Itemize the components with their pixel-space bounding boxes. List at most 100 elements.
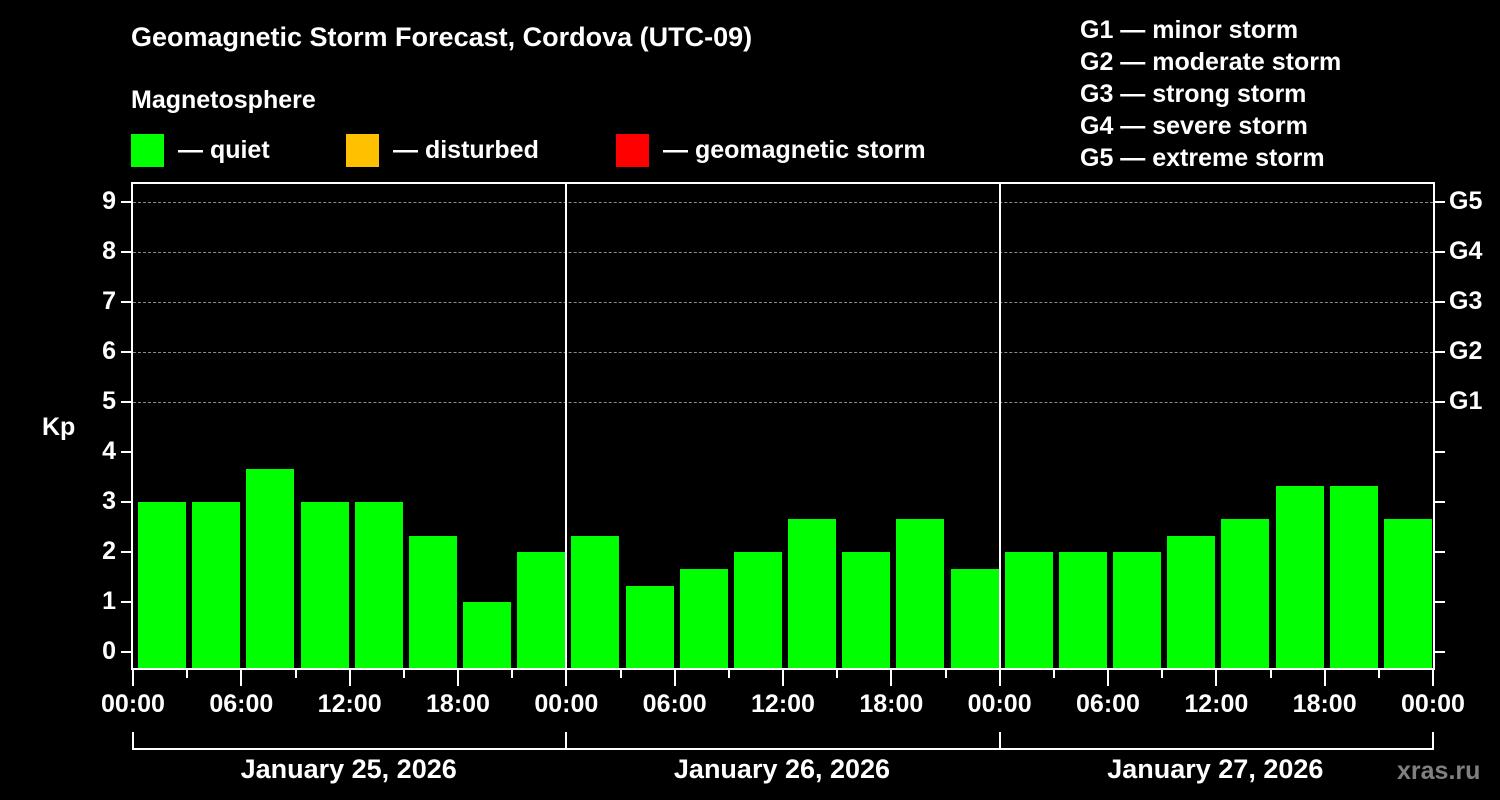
x-tick	[1161, 670, 1164, 678]
kp-bar	[300, 502, 349, 668]
gridline	[133, 202, 1433, 203]
x-tick	[1377, 670, 1380, 678]
y-tick	[121, 401, 131, 403]
x-tick	[727, 670, 730, 678]
y-tick	[121, 301, 131, 303]
x-tick-label: 12:00	[317, 690, 382, 718]
kp-bar	[354, 502, 403, 668]
y-tick-label: 1	[102, 587, 116, 615]
day-bracket	[565, 732, 1001, 750]
legend-storm-label: — geomagnetic storm	[663, 135, 926, 164]
x-tick	[1215, 670, 1218, 686]
x-tick	[402, 670, 405, 678]
kp-bar	[896, 518, 945, 668]
gridline	[133, 302, 1433, 303]
x-tick-label: 18:00	[1292, 690, 1357, 718]
y-tick-label: 2	[102, 537, 116, 565]
right-y-tick	[1435, 251, 1445, 253]
right-y-tick	[1435, 301, 1445, 303]
storm-scale-legend: G1 — minor storm G2 — moderate storm G3 …	[1080, 14, 1341, 174]
storm-swatch-icon	[616, 133, 649, 167]
x-tick	[944, 670, 947, 678]
x-tick	[348, 670, 351, 686]
right-y-tick	[1435, 451, 1445, 453]
g-scale-label: G3	[1449, 287, 1483, 315]
right-y-tick	[1435, 401, 1445, 403]
plot-area	[131, 182, 1435, 670]
legend-quiet-label: — quiet	[178, 135, 270, 164]
kp-bar	[1329, 485, 1378, 668]
kp-bar	[1383, 518, 1432, 668]
day-label: January 25, 2026	[240, 754, 457, 784]
x-tick	[1269, 670, 1272, 678]
chart-title: Geomagnetic Storm Forecast, Cordova (UTC…	[131, 22, 753, 52]
x-tick-label: 18:00	[426, 690, 490, 718]
right-y-tick	[1435, 501, 1445, 503]
kp-bar	[733, 552, 782, 668]
x-tick-label: 12:00	[1184, 690, 1249, 718]
kp-bar	[517, 552, 566, 668]
kp-bar	[1113, 552, 1162, 668]
quiet-swatch-icon	[131, 133, 164, 167]
day-divider	[565, 182, 568, 670]
legend-disturbed: — disturbed	[346, 133, 539, 167]
x-tick-label: 18:00	[859, 690, 924, 718]
y-tick-label: 8	[102, 237, 116, 265]
gridline	[133, 352, 1433, 353]
x-tick	[782, 670, 784, 686]
kp-bar	[679, 568, 728, 668]
y-axis-label: Kp	[42, 413, 76, 441]
gridline	[133, 252, 1433, 253]
day-divider	[998, 182, 1001, 670]
right-y-tick	[1435, 201, 1445, 203]
day-bracket	[132, 732, 568, 750]
storm-scale-g5: G5 — extreme storm	[1080, 144, 1325, 172]
storm-scale-g1: G1 — minor storm	[1080, 16, 1299, 44]
g-scale-label: G5	[1449, 187, 1483, 215]
x-tick	[511, 670, 514, 678]
kp-bar	[408, 535, 457, 668]
y-tick	[121, 651, 131, 653]
day-label: January 26, 2026	[673, 754, 891, 784]
y-tick	[121, 451, 131, 453]
x-tick	[673, 670, 676, 686]
kp-bar	[950, 568, 999, 668]
g-scale-label: G2	[1449, 337, 1483, 365]
x-tick-label: 00:00	[101, 690, 165, 718]
x-tick-label: 06:00	[642, 690, 707, 718]
x-tick-label: 12:00	[751, 690, 815, 718]
kp-bar	[463, 602, 512, 668]
x-tick	[186, 670, 189, 678]
y-tick	[121, 251, 131, 253]
day-label: January 27, 2026	[1107, 754, 1324, 784]
day-bracket	[998, 732, 1434, 750]
x-tick-label: 06:00	[1076, 690, 1140, 718]
g-scale-label: G4	[1449, 237, 1483, 265]
x-tick	[457, 670, 459, 686]
kp-bar	[788, 518, 837, 668]
x-tick	[1107, 670, 1109, 686]
x-tick	[1432, 670, 1434, 686]
right-y-tick	[1435, 351, 1445, 353]
x-tick-label: 00:00	[1401, 690, 1465, 718]
x-tick	[619, 670, 622, 678]
g-scale-label: G1	[1449, 387, 1483, 415]
kp-bar	[571, 535, 620, 668]
x-tick-label: 00:00	[967, 690, 1032, 718]
y-tick-label: 9	[102, 187, 116, 215]
kp-bar	[138, 502, 187, 668]
x-tick	[565, 670, 568, 686]
chart-subtitle: Magnetosphere	[131, 86, 316, 114]
right-y-tick	[1435, 601, 1445, 603]
gridline	[133, 402, 1433, 403]
x-tick	[240, 670, 243, 686]
kp-bar	[1275, 485, 1324, 668]
kp-bar	[1004, 552, 1053, 668]
y-tick	[121, 501, 131, 503]
x-tick-label: 06:00	[209, 690, 274, 718]
legend-disturbed-label: — disturbed	[393, 135, 539, 164]
x-tick	[1052, 670, 1055, 678]
x-tick-label: 00:00	[534, 690, 599, 718]
storm-scale-g2: G2 — moderate storm	[1080, 48, 1342, 76]
x-tick	[294, 670, 297, 678]
